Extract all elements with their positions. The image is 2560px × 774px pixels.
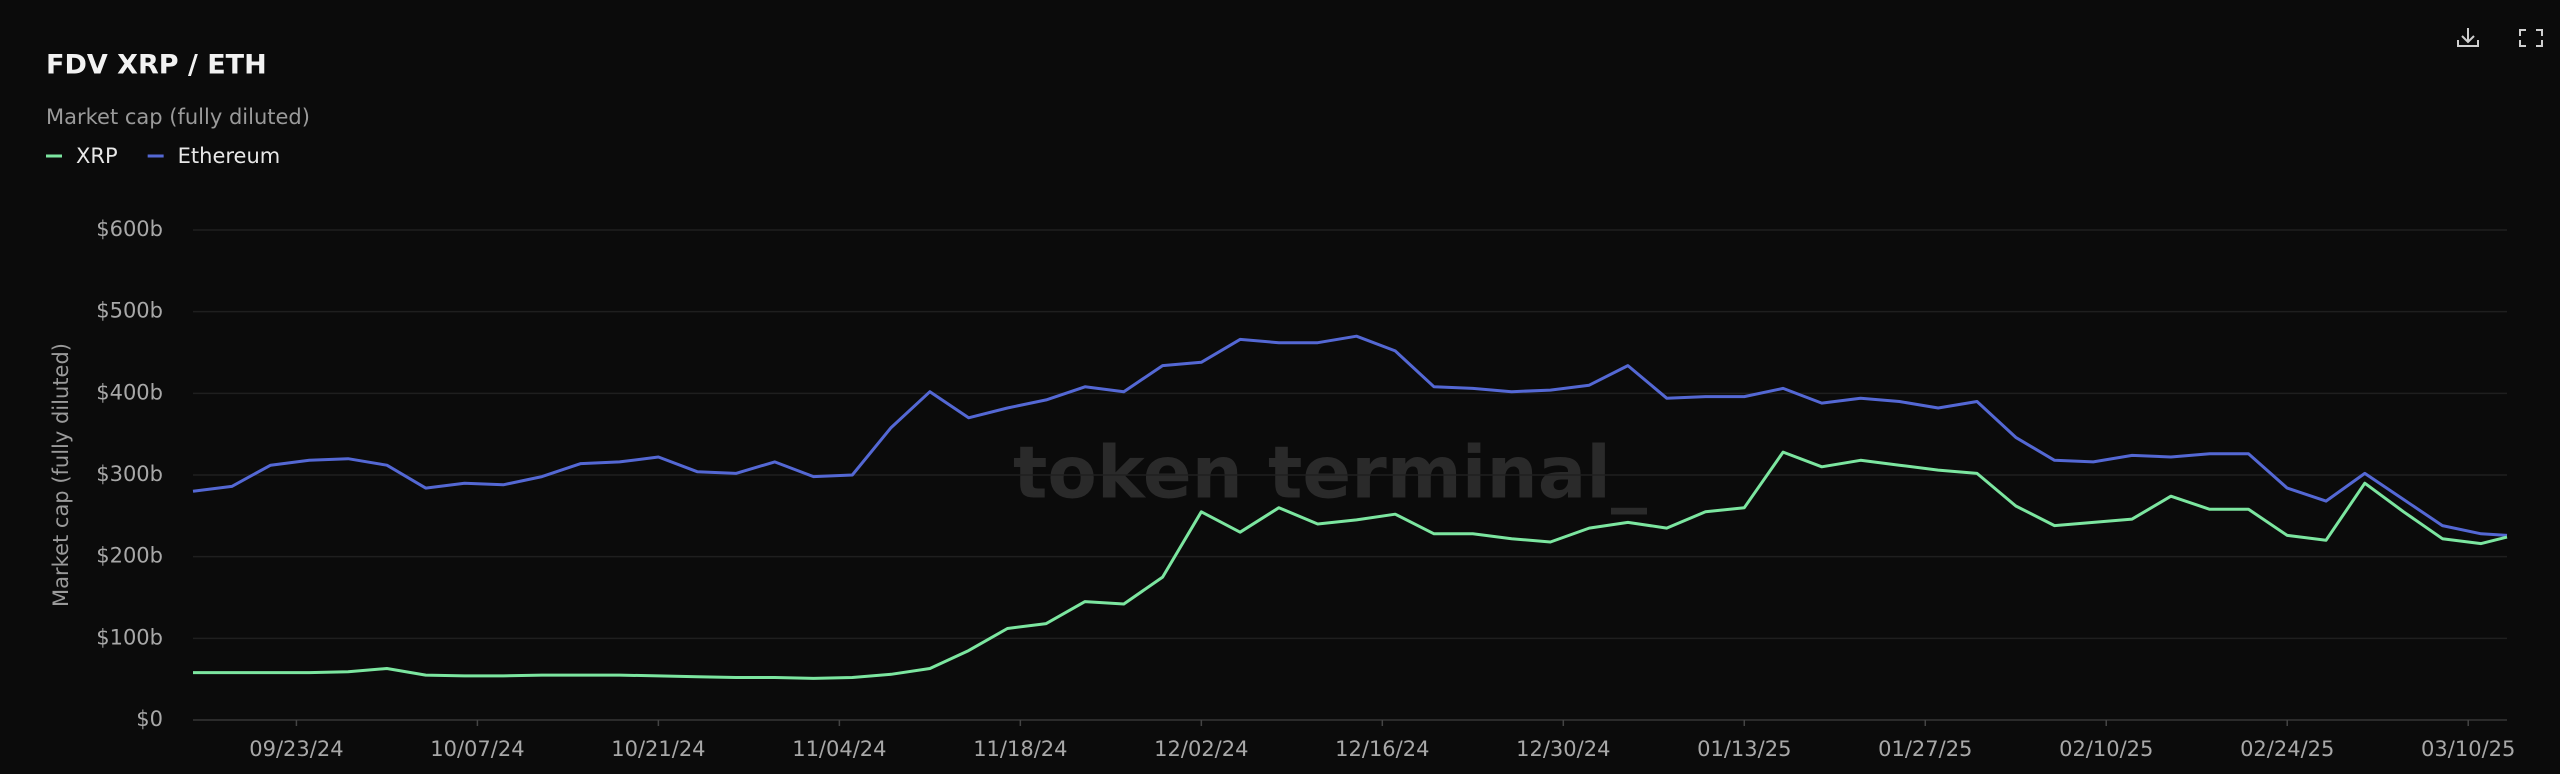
y-tick-label: $200b [96,544,163,568]
x-tick-label: 12/30/24 [1516,737,1610,761]
series-line [192,334,2508,537]
legend: XRP Ethereum [46,144,280,168]
download-icon[interactable] [2457,28,2479,47]
x-tick-label: 02/10/25 [2059,737,2153,761]
x-tick-label: 03/10/25 [2421,737,2515,761]
y-tick-label: $100b [96,625,163,649]
x-tick-label: 01/27/25 [1878,737,1972,761]
watermark: token terminal_ [1013,431,1647,515]
series-line [193,450,2508,680]
chart-title: FDV XRP / ETH [46,50,267,81]
x-tick-label: 12/02/24 [1154,737,1248,761]
y-tick-label: $400b [96,380,163,404]
y-axis-label: Market cap (fully diluted) [49,343,73,607]
x-tick-label: 02/24/25 [2240,737,2334,761]
y-tick-label: $600b [96,217,163,241]
y-tick-label: $500b [96,299,163,323]
x-tick-label: 12/16/24 [1335,737,1429,761]
y-tick-label: $0 [136,707,163,731]
legend-label: Ethereum [178,144,281,168]
x-tick-label: 10/21/24 [611,737,705,761]
x-tick-label: 01/13/25 [1697,737,1791,761]
y-tick-label: $300b [96,462,163,486]
expand-glyph [2519,29,2543,47]
x-tick-label: 11/04/24 [792,737,886,761]
chart-subtitle: Market cap (fully diluted) [46,105,310,129]
x-tick-label: 10/07/24 [430,737,524,761]
x-tick-label: 09/23/24 [249,737,343,761]
download-glyph [2457,28,2479,47]
legend-label: XRP [76,144,118,168]
x-tick-label: 11/18/24 [973,737,1067,761]
expand-icon[interactable] [2519,29,2543,47]
